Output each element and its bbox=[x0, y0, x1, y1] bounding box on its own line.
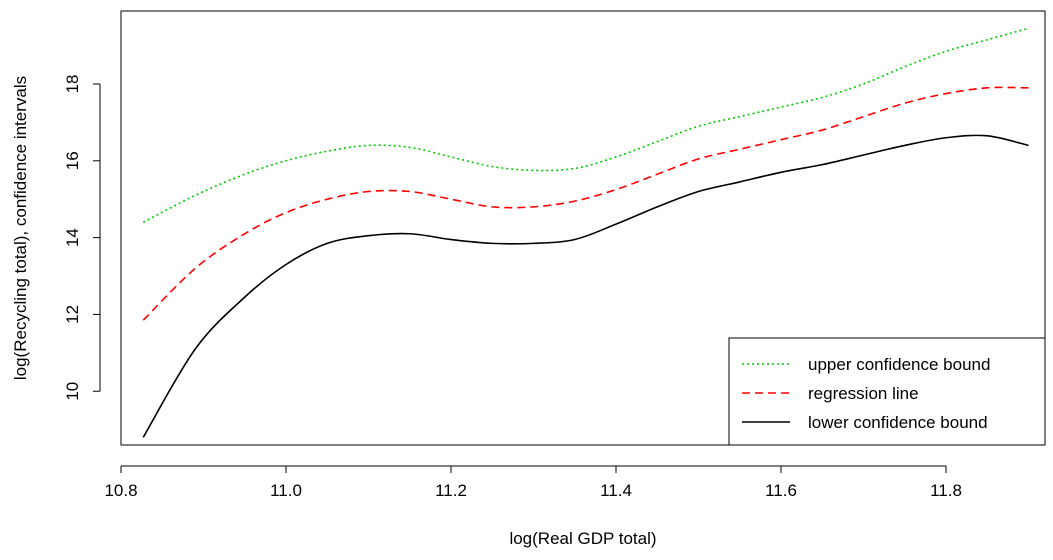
x-axis-label: log(Real GDP total) bbox=[509, 529, 656, 548]
x-tick-label: 11.2 bbox=[435, 481, 467, 500]
legend-label: upper confidence bound bbox=[808, 355, 990, 374]
x-axis: 10.8 11.0 11.2 11.4 11.6 11.8 bbox=[104, 465, 962, 500]
legend-label: lower confidence bound bbox=[808, 413, 988, 432]
x-tick-label: 11.0 bbox=[270, 481, 302, 500]
x-tick-label: 11.8 bbox=[930, 481, 962, 500]
series-line-regression-line bbox=[142, 86, 1029, 321]
legend: upper confidence bound regression line low… bbox=[728, 337, 1046, 446]
series-line-lower-confidence-bound bbox=[142, 134, 1029, 438]
y-tick-label: 10 bbox=[63, 382, 82, 401]
y-tick-label: 18 bbox=[63, 75, 82, 94]
plot-frame bbox=[120, 10, 1046, 446]
legend-box bbox=[728, 337, 1046, 446]
x-tick-label: 11.4 bbox=[600, 481, 632, 500]
legend-label: regression line bbox=[808, 384, 919, 403]
y-tick-label: 14 bbox=[63, 228, 82, 247]
y-axis-label: log(Recycling total), confidence interva… bbox=[11, 76, 30, 380]
series-line-upper-confidence-bound bbox=[142, 27, 1029, 223]
y-axis: 10 12 14 16 18 bbox=[63, 75, 101, 401]
x-tick-label: 11.6 bbox=[765, 481, 797, 500]
y-tick-label: 16 bbox=[63, 151, 82, 170]
series-layer bbox=[142, 27, 1029, 438]
x-tick-label: 10.8 bbox=[104, 481, 137, 500]
y-tick-label: 12 bbox=[63, 305, 82, 324]
